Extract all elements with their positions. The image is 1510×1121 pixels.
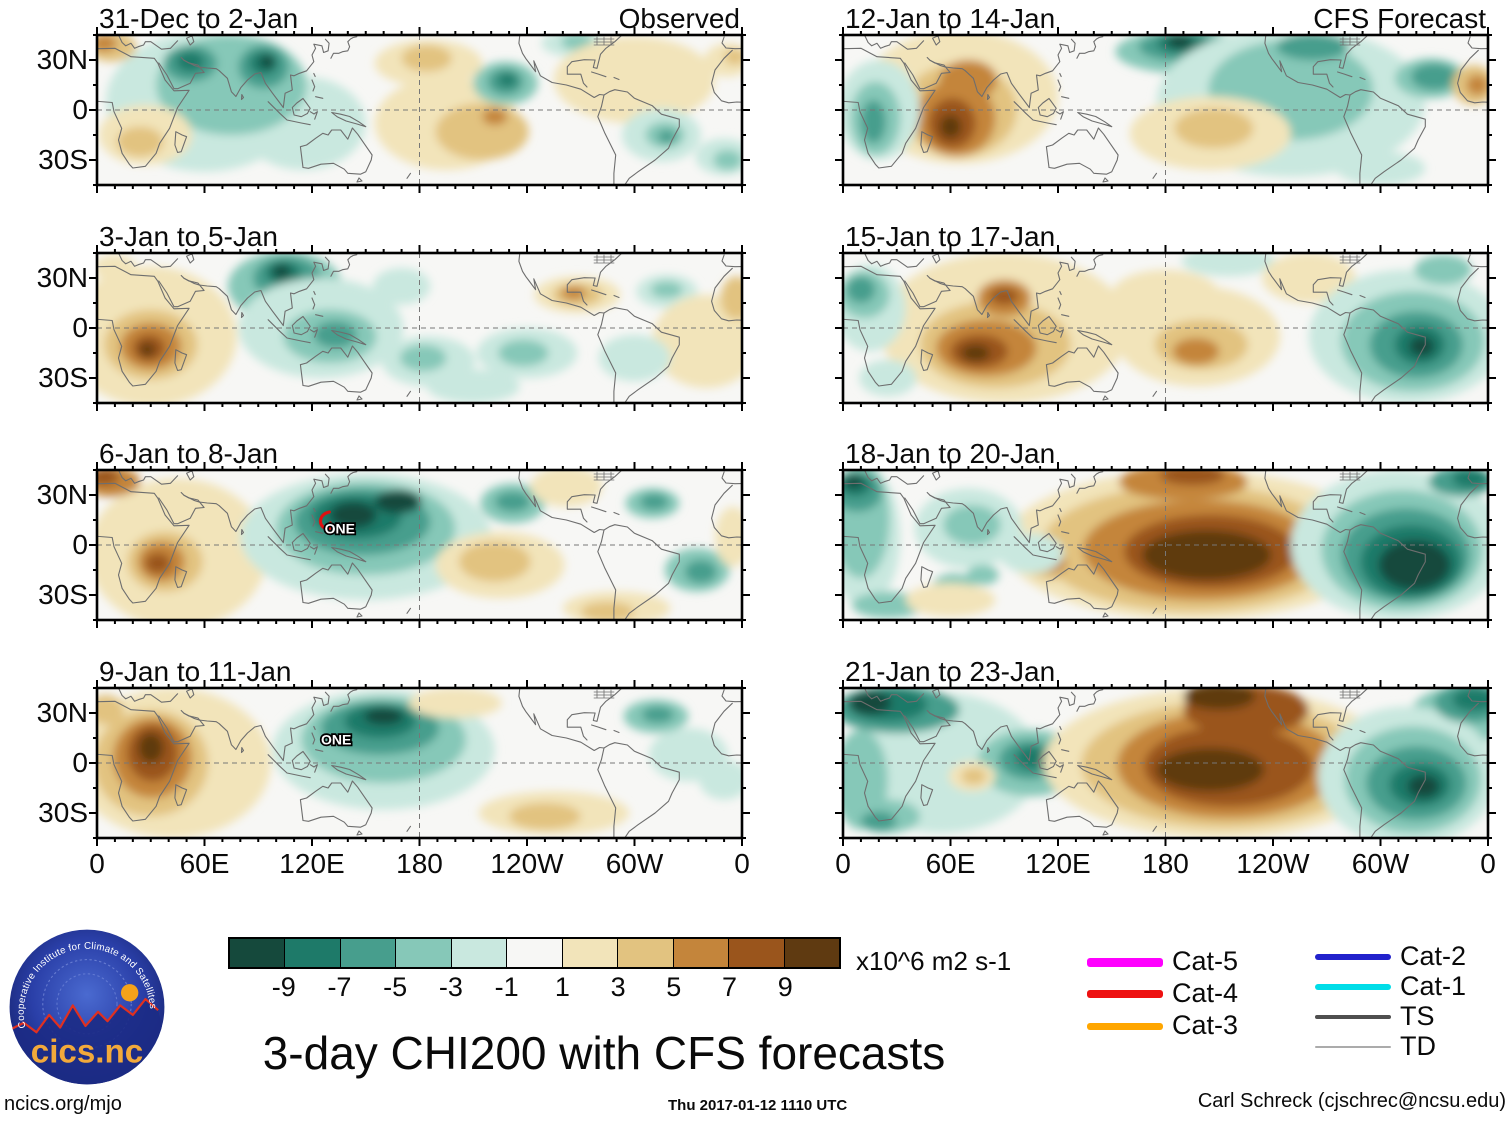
y-tick-label-row2-30N: 30N: [36, 479, 88, 510]
logo-ridge-line: [10, 997, 159, 1034]
forecast-header: CFS Forecast: [1313, 3, 1486, 34]
x-tick-label-col0-1: 60E: [179, 848, 230, 879]
colorbar: [228, 937, 841, 969]
legend-label-cat-5: Cat-5: [1172, 946, 1239, 976]
colorbar-segment-3: [395, 939, 451, 967]
legend-line-ts: [1315, 1015, 1391, 1019]
map-panel-0: [89, 27, 750, 193]
y-tick-label-row0-30N: 30N: [36, 44, 88, 75]
svg-text:ONE: ONE: [325, 520, 355, 536]
legend-line-cat-5: [1087, 957, 1163, 967]
map-panel-4: [835, 27, 1496, 193]
colorbar-segment-10: [783, 939, 839, 967]
legend-label-ts: TS: [1400, 1001, 1435, 1031]
y-tick-label-row2-30S: 30S: [38, 579, 88, 610]
colorbar-segment-9: [728, 939, 784, 967]
colorbar-value--3: -3: [438, 972, 463, 1002]
colorbar-value--9: -9: [271, 972, 296, 1002]
colorbar-segment-8: [672, 939, 729, 967]
y-tick-label-row0-0: 0: [72, 94, 88, 125]
y-tick-label-row0-30S: 30S: [38, 144, 88, 175]
logo-mountain-fill: [11, 999, 163, 1085]
x-tick-label-col0-3: 180: [396, 848, 443, 879]
y-tick-label-row1-30N: 30N: [36, 262, 88, 293]
y-tick-label-row3-30N: 30N: [36, 697, 88, 728]
colorbar-segment-4: [450, 939, 507, 967]
legend-line-td: [1315, 1046, 1391, 1048]
panel-title-3: 9-Jan to 11-Jan: [99, 656, 292, 687]
x-tick-label-col0-4: 120W: [490, 848, 564, 879]
colorbar-value--7: -7: [327, 972, 352, 1002]
footer-author: Carl Schreck (cjschrec@ncsu.edu): [1197, 1090, 1506, 1112]
y-tick-label-row3-30S: 30S: [38, 797, 88, 828]
x-tick-label-col1-1: 60E: [925, 848, 976, 879]
map-panel-2: ONE: [89, 462, 750, 628]
colorbar-value-7: 7: [722, 972, 738, 1002]
x-tick-label-col1-3: 180: [1142, 848, 1189, 879]
colorbar-value-5: 5: [666, 972, 682, 1002]
x-tick-label-col1-6: 0: [1480, 848, 1496, 879]
colorbar-value--5: -5: [383, 972, 408, 1002]
legend-line-cat-3: [1087, 1022, 1163, 1030]
y-tick-label-row1-0: 0: [72, 312, 88, 343]
legend-label-cat-1: Cat-1: [1400, 971, 1467, 1001]
colorbar-value-3: 3: [610, 972, 626, 1002]
x-tick-label-col0-6: 0: [734, 848, 750, 879]
legend-label-cat-3: Cat-3: [1172, 1010, 1239, 1040]
legend-label-td: TD: [1400, 1031, 1436, 1061]
colorbar-value-9: 9: [777, 972, 793, 1002]
footer-url: ncics.org/mjo: [4, 1093, 122, 1115]
colorbar-segment-0: [230, 939, 285, 967]
panel-title-0: 31-Dec to 2-Jan: [99, 3, 299, 34]
map-panel-1: [89, 245, 750, 411]
map-panel-5: [835, 245, 1496, 411]
colorbar-value-1: 1: [554, 972, 570, 1002]
logo-brand-text: cics.nc: [31, 1033, 144, 1070]
x-tick-label-col1-4: 120W: [1236, 848, 1310, 879]
x-tick-label-col1-5: 60W: [1351, 848, 1410, 879]
legend-label-cat-4: Cat-4: [1172, 978, 1239, 1008]
footer-timestamp: Thu 2017-01-12 1110 UTC: [668, 1097, 848, 1114]
colorbar-value--1: -1: [494, 972, 519, 1002]
colorbar-segment-5: [506, 939, 562, 967]
svg-text:ONE: ONE: [321, 732, 351, 748]
figure-title: 3-day CHI200 with CFS forecasts: [262, 1027, 946, 1079]
observed-header: Observed: [618, 3, 740, 34]
panel-title-1: 3-Jan to 5-Jan: [99, 221, 278, 252]
colorbar-unit-label: x10^6 m2 s-1: [856, 946, 1012, 976]
colorbar-segment-2: [339, 939, 396, 967]
cicsnc-logo: Cooperative Institute for Climate and Sa…: [9, 929, 165, 1085]
legend-line-cat-1: [1315, 984, 1391, 990]
x-tick-label-col1-2: 120E: [1025, 848, 1091, 879]
map-panel-3: ONE: [89, 680, 750, 846]
y-tick-label-row1-30S: 30S: [38, 362, 88, 393]
x-tick-label-col0-0: 0: [89, 848, 105, 879]
logo-sun-icon: [120, 984, 139, 1002]
y-tick-label-row2-0: 0: [72, 529, 88, 560]
map-panel-7: [835, 680, 1496, 846]
x-tick-label-col0-2: 120E: [279, 848, 345, 879]
x-tick-label-col0-5: 60W: [605, 848, 664, 879]
legend-label-cat-2: Cat-2: [1400, 941, 1467, 971]
legend-line-cat-2: [1315, 953, 1391, 961]
colorbar-segment-1: [284, 939, 340, 967]
y-tick-label-row3-0: 0: [72, 747, 88, 778]
panel-title-2: 6-Jan to 8-Jan: [99, 438, 278, 469]
map-panel-6: [835, 462, 1496, 628]
colorbar-segment-7: [617, 939, 673, 967]
colorbar-segment-6: [561, 939, 618, 967]
x-tick-label-col1-0: 0: [835, 848, 851, 879]
legend-line-cat-4: [1087, 990, 1163, 998]
